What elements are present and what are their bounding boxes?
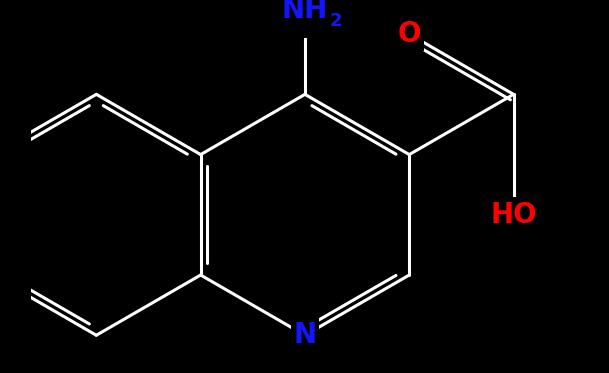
Text: N: N: [294, 321, 317, 349]
Text: HO: HO: [490, 201, 537, 229]
Text: 2: 2: [330, 12, 343, 30]
Text: NH: NH: [282, 0, 328, 24]
Text: O: O: [398, 20, 421, 48]
